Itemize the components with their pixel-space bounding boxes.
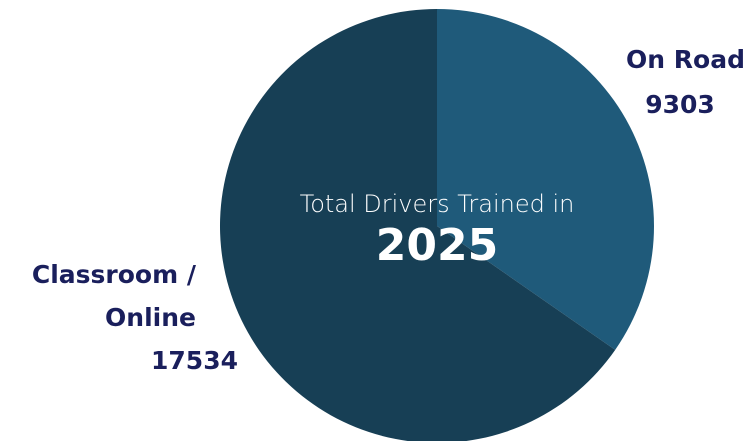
- pie-slice: [437, 9, 654, 350]
- center-year: 2025: [375, 220, 499, 271]
- slice-value: 9303: [645, 90, 715, 119]
- pie-slice: [220, 9, 616, 441]
- center-annotation: Total Drivers Trained in: [299, 190, 575, 218]
- slice-label: Classroom / Online: [31, 260, 196, 332]
- slice-label: On Road: [626, 45, 745, 74]
- slice-value: 17534: [151, 346, 238, 375]
